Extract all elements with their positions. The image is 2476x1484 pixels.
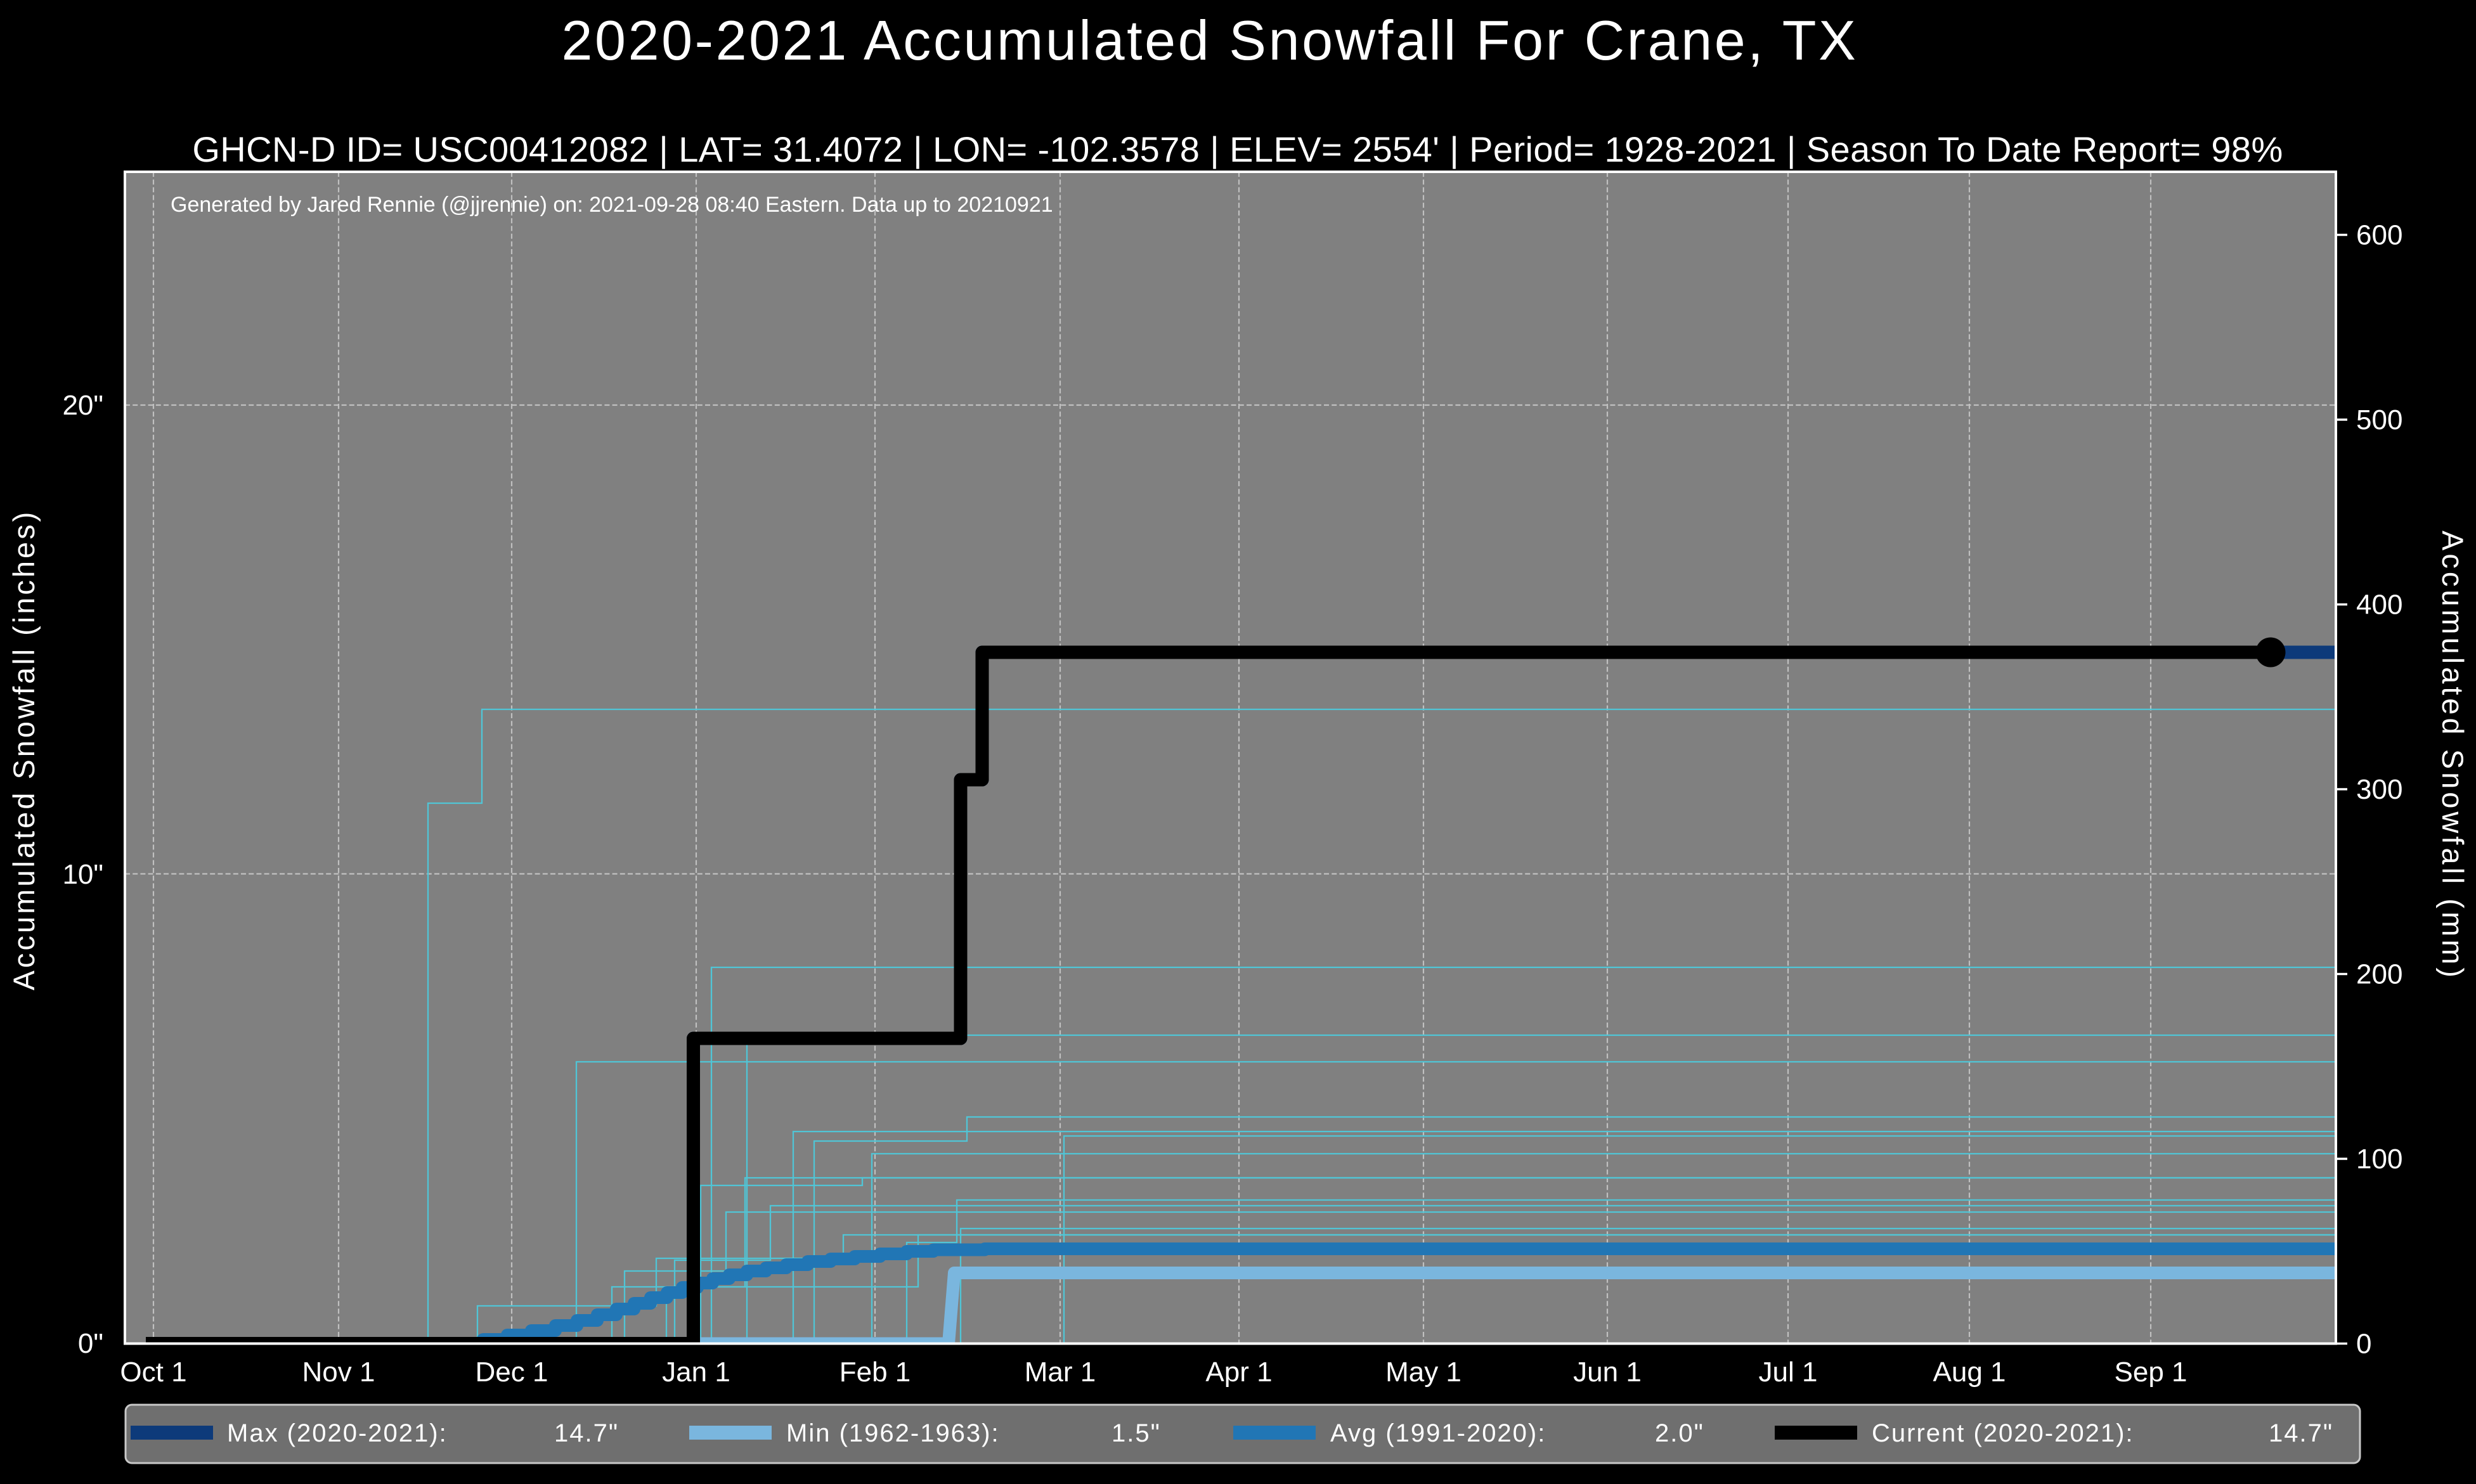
svg-text:20": 20" <box>62 390 103 421</box>
svg-text:Accumulated Snowfall (inches): Accumulated Snowfall (inches) <box>7 510 41 991</box>
svg-text:Apr 1: Apr 1 <box>1205 1357 1272 1388</box>
svg-text:Current (2020-2021):: Current (2020-2021): <box>1872 1419 2134 1447</box>
svg-text:0: 0 <box>2356 1329 2371 1360</box>
svg-text:10": 10" <box>62 859 103 890</box>
svg-text:300: 300 <box>2356 774 2402 805</box>
svg-text:400: 400 <box>2356 590 2402 621</box>
svg-text:Aug 1: Aug 1 <box>1933 1357 2006 1388</box>
svg-text:1.5": 1.5" <box>1112 1419 1161 1447</box>
svg-text:Dec 1: Dec 1 <box>476 1357 548 1388</box>
svg-text:Mar 1: Mar 1 <box>1025 1357 1096 1388</box>
svg-text:0": 0" <box>78 1328 103 1359</box>
svg-text:100: 100 <box>2356 1144 2402 1175</box>
svg-text:Avg (1991-2020):: Avg (1991-2020): <box>1330 1419 1546 1447</box>
svg-text:Nov 1: Nov 1 <box>302 1357 375 1388</box>
svg-text:14.7": 14.7" <box>554 1419 619 1447</box>
svg-text:Sep 1: Sep 1 <box>2115 1357 2188 1388</box>
svg-text:Accumulated Snowfall (mm): Accumulated Snowfall (mm) <box>2436 531 2470 981</box>
svg-text:600: 600 <box>2356 220 2402 251</box>
svg-text:Jul 1: Jul 1 <box>1759 1357 1818 1388</box>
svg-text:2020-2021 Accumulated Snowfall: 2020-2021 Accumulated Snowfall For Crane… <box>562 9 1858 72</box>
svg-text:Min (1962-1963):: Min (1962-1963): <box>786 1419 1000 1447</box>
svg-text:GHCN-D ID= USC00412082 | LAT=: GHCN-D ID= USC00412082 | LAT= 31.4072 | … <box>192 129 2283 169</box>
svg-text:500: 500 <box>2356 404 2402 436</box>
svg-text:Max (2020-2021):: Max (2020-2021): <box>227 1419 448 1447</box>
svg-text:Oct 1: Oct 1 <box>120 1357 186 1388</box>
svg-text:Feb 1: Feb 1 <box>839 1357 911 1388</box>
svg-text:2.0": 2.0" <box>1655 1419 1704 1447</box>
svg-text:Jun 1: Jun 1 <box>1573 1357 1642 1388</box>
svg-text:Generated by Jared Rennie (@jj: Generated by Jared Rennie (@jjrennie) on… <box>171 193 1053 217</box>
svg-text:Jan 1: Jan 1 <box>662 1357 730 1388</box>
svg-text:200: 200 <box>2356 959 2402 990</box>
svg-text:14.7": 14.7" <box>2269 1419 2333 1447</box>
svg-text:May 1: May 1 <box>1385 1357 1462 1388</box>
